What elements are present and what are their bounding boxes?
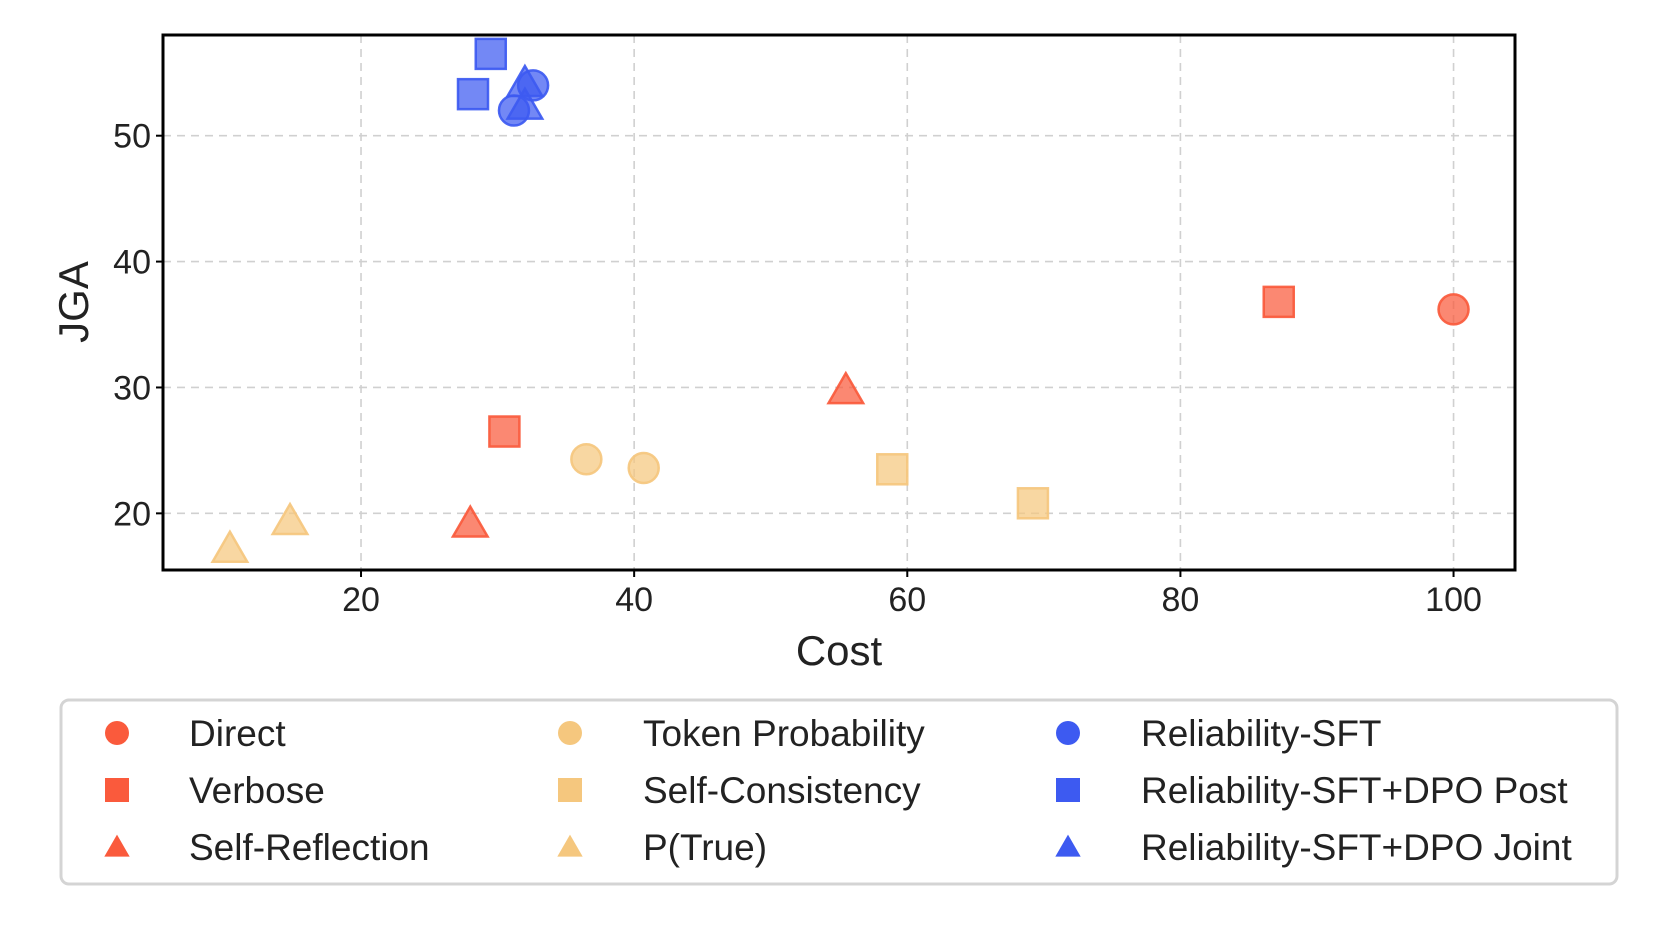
y-tick-label: 40	[113, 244, 151, 282]
point-self-reflection	[450, 504, 490, 538]
point-verbose	[488, 415, 521, 448]
point-token-probability	[570, 442, 603, 476]
legend-marker-circle	[105, 721, 129, 745]
legend-item-reliability-sft: Reliability-SFT	[1056, 713, 1382, 754]
point-self-consistency	[876, 453, 909, 486]
point-reliability-sft-dpo-joint	[505, 86, 545, 120]
x-tick-label: 100	[1425, 581, 1482, 619]
legend: Direct Verbose Self-Reflection Token Probab…	[59, 698, 1619, 886]
y-tick-label: 30	[113, 369, 151, 407]
y-tick-label: 20	[113, 495, 151, 533]
point-self-consistency	[1016, 487, 1050, 520]
legend-marker-triangle	[104, 834, 130, 857]
point-p-true	[270, 501, 310, 536]
legend-marker-circle	[1056, 721, 1080, 745]
x-tick-label: 40	[615, 581, 653, 619]
legend-marker-square	[558, 778, 582, 802]
x-tick-label: 60	[888, 581, 926, 619]
legend-label: Token Probability	[643, 713, 925, 754]
point-reliability-sft-dpo-post	[474, 37, 508, 71]
legend-label: Self-Reflection	[189, 827, 430, 868]
legend-label: Self-Consistency	[643, 770, 921, 811]
x-tick-label: 80	[1162, 581, 1200, 619]
axis-ticks: 20 40 60 80 100 20 30 40 50	[113, 118, 1482, 619]
plot-frame	[161, 33, 1517, 572]
legend-label: Direct	[189, 713, 286, 754]
legend-item-reliability-sft-dpo-post: Reliability-SFT+DPO Post	[1056, 770, 1568, 811]
legend-marker-circle	[558, 721, 582, 745]
legend-item-self-reflection: Self-Reflection	[104, 827, 430, 868]
legend-marker-triangle	[557, 834, 583, 857]
legend-marker-triangle	[1055, 834, 1081, 857]
legend-label: Reliability-SFT+DPO Post	[1141, 770, 1568, 811]
legend-label: Verbose	[189, 770, 325, 811]
legend-label: P(True)	[643, 827, 767, 868]
legend-item-verbose: Verbose	[105, 770, 325, 811]
x-axis-title: Cost	[796, 627, 883, 674]
grid	[163, 35, 1515, 570]
point-token-probability	[627, 451, 660, 485]
point-direct	[1437, 293, 1470, 326]
legend-label: Reliability-SFT	[1141, 713, 1382, 754]
legend-item-token-probability: Token Probability	[558, 713, 925, 754]
legend-item-direct: Direct	[105, 713, 286, 754]
point-reliability-sft-dpo-post	[456, 77, 490, 111]
legend-frame	[59, 698, 1619, 886]
y-axis-title: JGA	[50, 261, 97, 343]
point-self-reflection	[826, 370, 866, 405]
y-tick-label: 50	[113, 118, 151, 156]
x-tick-label: 20	[342, 581, 380, 619]
legend-marker-square	[1056, 778, 1080, 802]
point-verbose	[1262, 285, 1295, 319]
legend-item-self-consistency: Self-Consistency	[558, 770, 921, 811]
legend-item-reliability-sft-dpo-joint: Reliability-SFT+DPO Joint	[1055, 827, 1572, 868]
legend-marker-square	[105, 778, 129, 802]
point-p-true	[210, 529, 250, 563]
legend-item-p-true: P(True)	[557, 827, 767, 868]
legend-label: Reliability-SFT+DPO Joint	[1141, 827, 1572, 868]
data-points	[210, 37, 1470, 563]
